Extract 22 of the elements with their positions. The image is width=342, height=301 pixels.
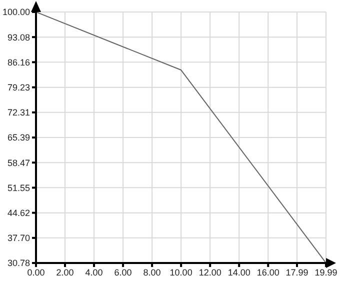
- y-tick-label: 30.78: [7, 258, 30, 268]
- x-tick-label: 19.99: [314, 267, 338, 278]
- y-tick-label: 58.47: [7, 158, 30, 168]
- y-tick-label: 100.00: [2, 7, 30, 18]
- y-tick-label: 93.08: [7, 32, 30, 42]
- x-tick-label: 6.00: [114, 267, 132, 278]
- x-tick-label: 4.00: [85, 267, 103, 278]
- x-tick-label: 2.00: [56, 267, 74, 278]
- x-tick-label: 8.00: [143, 267, 161, 278]
- x-tick-label: 10.00: [170, 267, 192, 278]
- y-tick-label: 72.31: [7, 108, 30, 118]
- x-tick-label: 14.00: [228, 267, 250, 278]
- y-tick-label: 37.70: [7, 233, 30, 244]
- x-tick-label: 16.00: [256, 267, 280, 278]
- x-tick-label: 0.00: [27, 267, 45, 278]
- x-tick-label: 12.00: [198, 267, 222, 278]
- y-tick-label: 51.55: [7, 182, 30, 193]
- y-tick-label: 86.16: [7, 57, 30, 68]
- y-tick-label: 44.62: [7, 208, 30, 218]
- y-tick-label: 79.23: [7, 82, 30, 93]
- y-tick-label: 65.39: [7, 132, 30, 143]
- x-tick-label: 17.99: [286, 267, 308, 278]
